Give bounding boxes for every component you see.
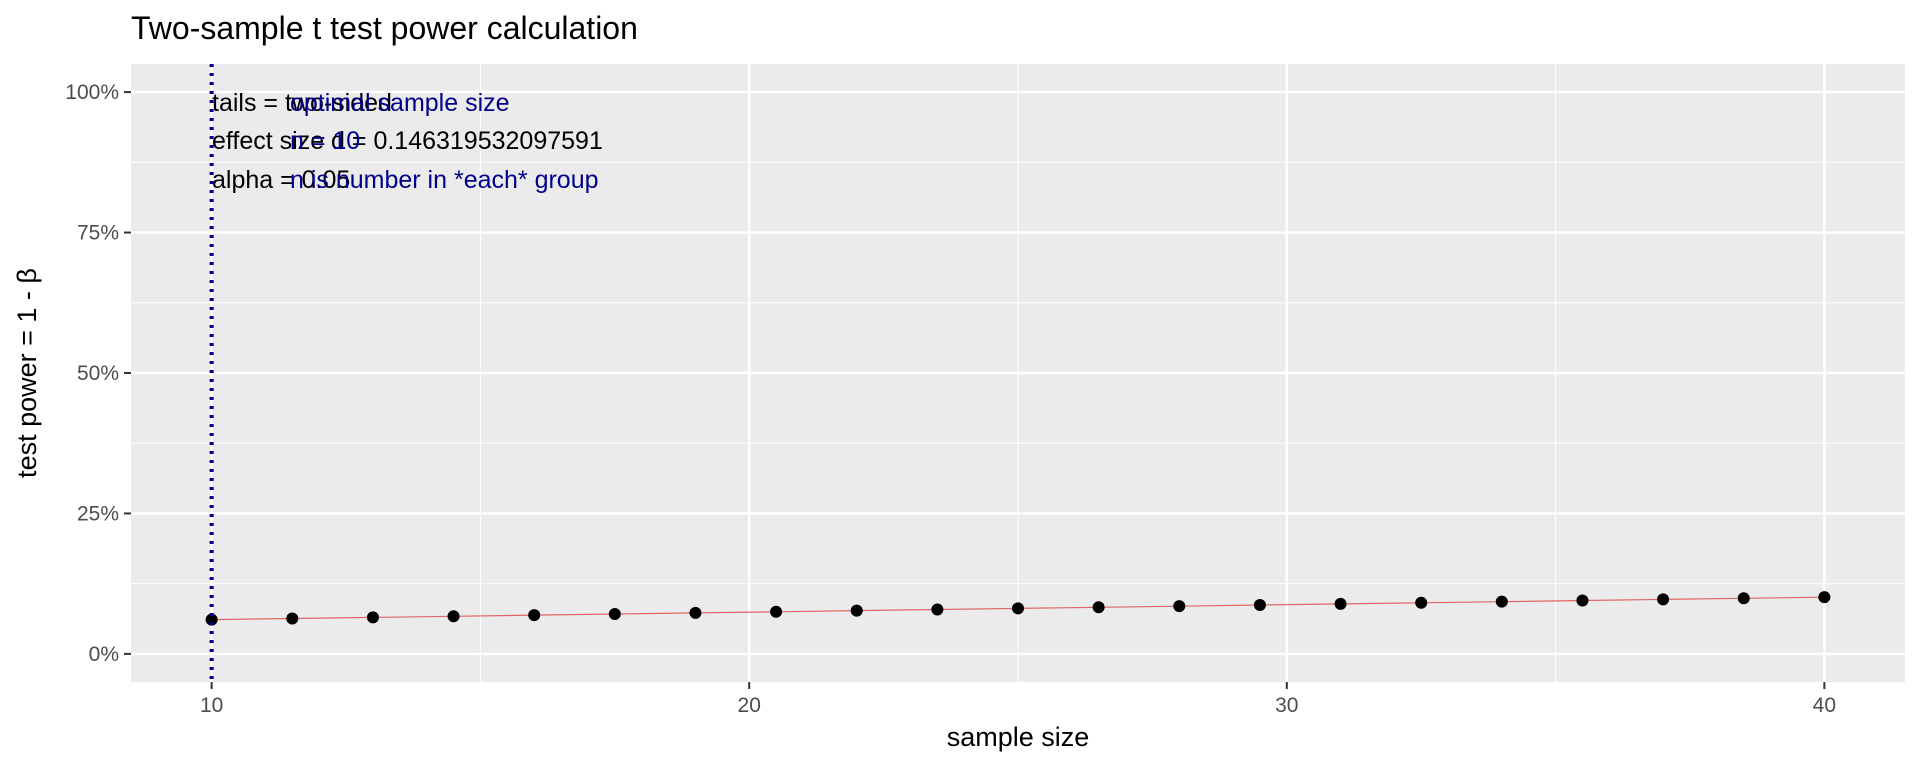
annotation-optimal: optimal sample size — [290, 89, 510, 117]
data-point — [447, 610, 460, 623]
data-point — [1253, 599, 1266, 612]
data-point — [1818, 591, 1831, 604]
annotation-alpha: alpha = 0.05 — [212, 166, 350, 194]
data-point — [1576, 594, 1589, 607]
data-point — [205, 613, 218, 626]
x-tick-label: 10 — [200, 694, 223, 717]
data-point — [850, 604, 863, 617]
data-point — [1173, 600, 1186, 613]
data-point — [770, 605, 783, 618]
x-axis-title: sample size — [947, 722, 1090, 752]
data-point — [1092, 601, 1105, 614]
data-point — [608, 608, 621, 621]
x-tick-label: 30 — [1275, 694, 1298, 717]
data-point — [528, 609, 541, 622]
data-point — [366, 611, 379, 624]
annotation-tails: tails = two-sided — [212, 89, 392, 117]
annotation-n-each: n is number in *each* group — [290, 166, 599, 194]
data-point — [1012, 602, 1024, 615]
annotations: tails = two-sided effect size d = 0.1463… — [212, 89, 603, 194]
y-tick-label: 0% — [89, 643, 119, 666]
data-point — [1737, 592, 1750, 605]
data-point — [1415, 596, 1428, 609]
data-points — [205, 591, 1831, 626]
annotation-n-value: n = 10 — [290, 127, 360, 155]
data-point — [1657, 593, 1670, 606]
x-tick-label: 20 — [738, 694, 761, 717]
y-axis: 0% 25% 50% 75% 100% — [65, 81, 131, 666]
x-tick-label: 40 — [1813, 694, 1836, 717]
data-point — [1495, 595, 1508, 608]
grid-major — [131, 64, 1905, 682]
y-tick-label: 75% — [77, 222, 119, 245]
data-point — [1334, 597, 1347, 610]
x-axis: 10 20 30 40 — [200, 682, 1836, 717]
chart-title: Two-sample t test power calculation — [131, 10, 638, 46]
y-tick-label: 25% — [77, 502, 119, 525]
data-point — [931, 603, 944, 616]
y-tick-label: 50% — [77, 362, 119, 385]
annotation-effect-size: effect size d = 0.146319532097591 — [212, 127, 603, 155]
y-tick-label: 100% — [65, 81, 119, 104]
data-point — [689, 606, 702, 619]
y-axis-title: test power = 1 - β — [12, 268, 42, 478]
data-point — [286, 612, 299, 625]
